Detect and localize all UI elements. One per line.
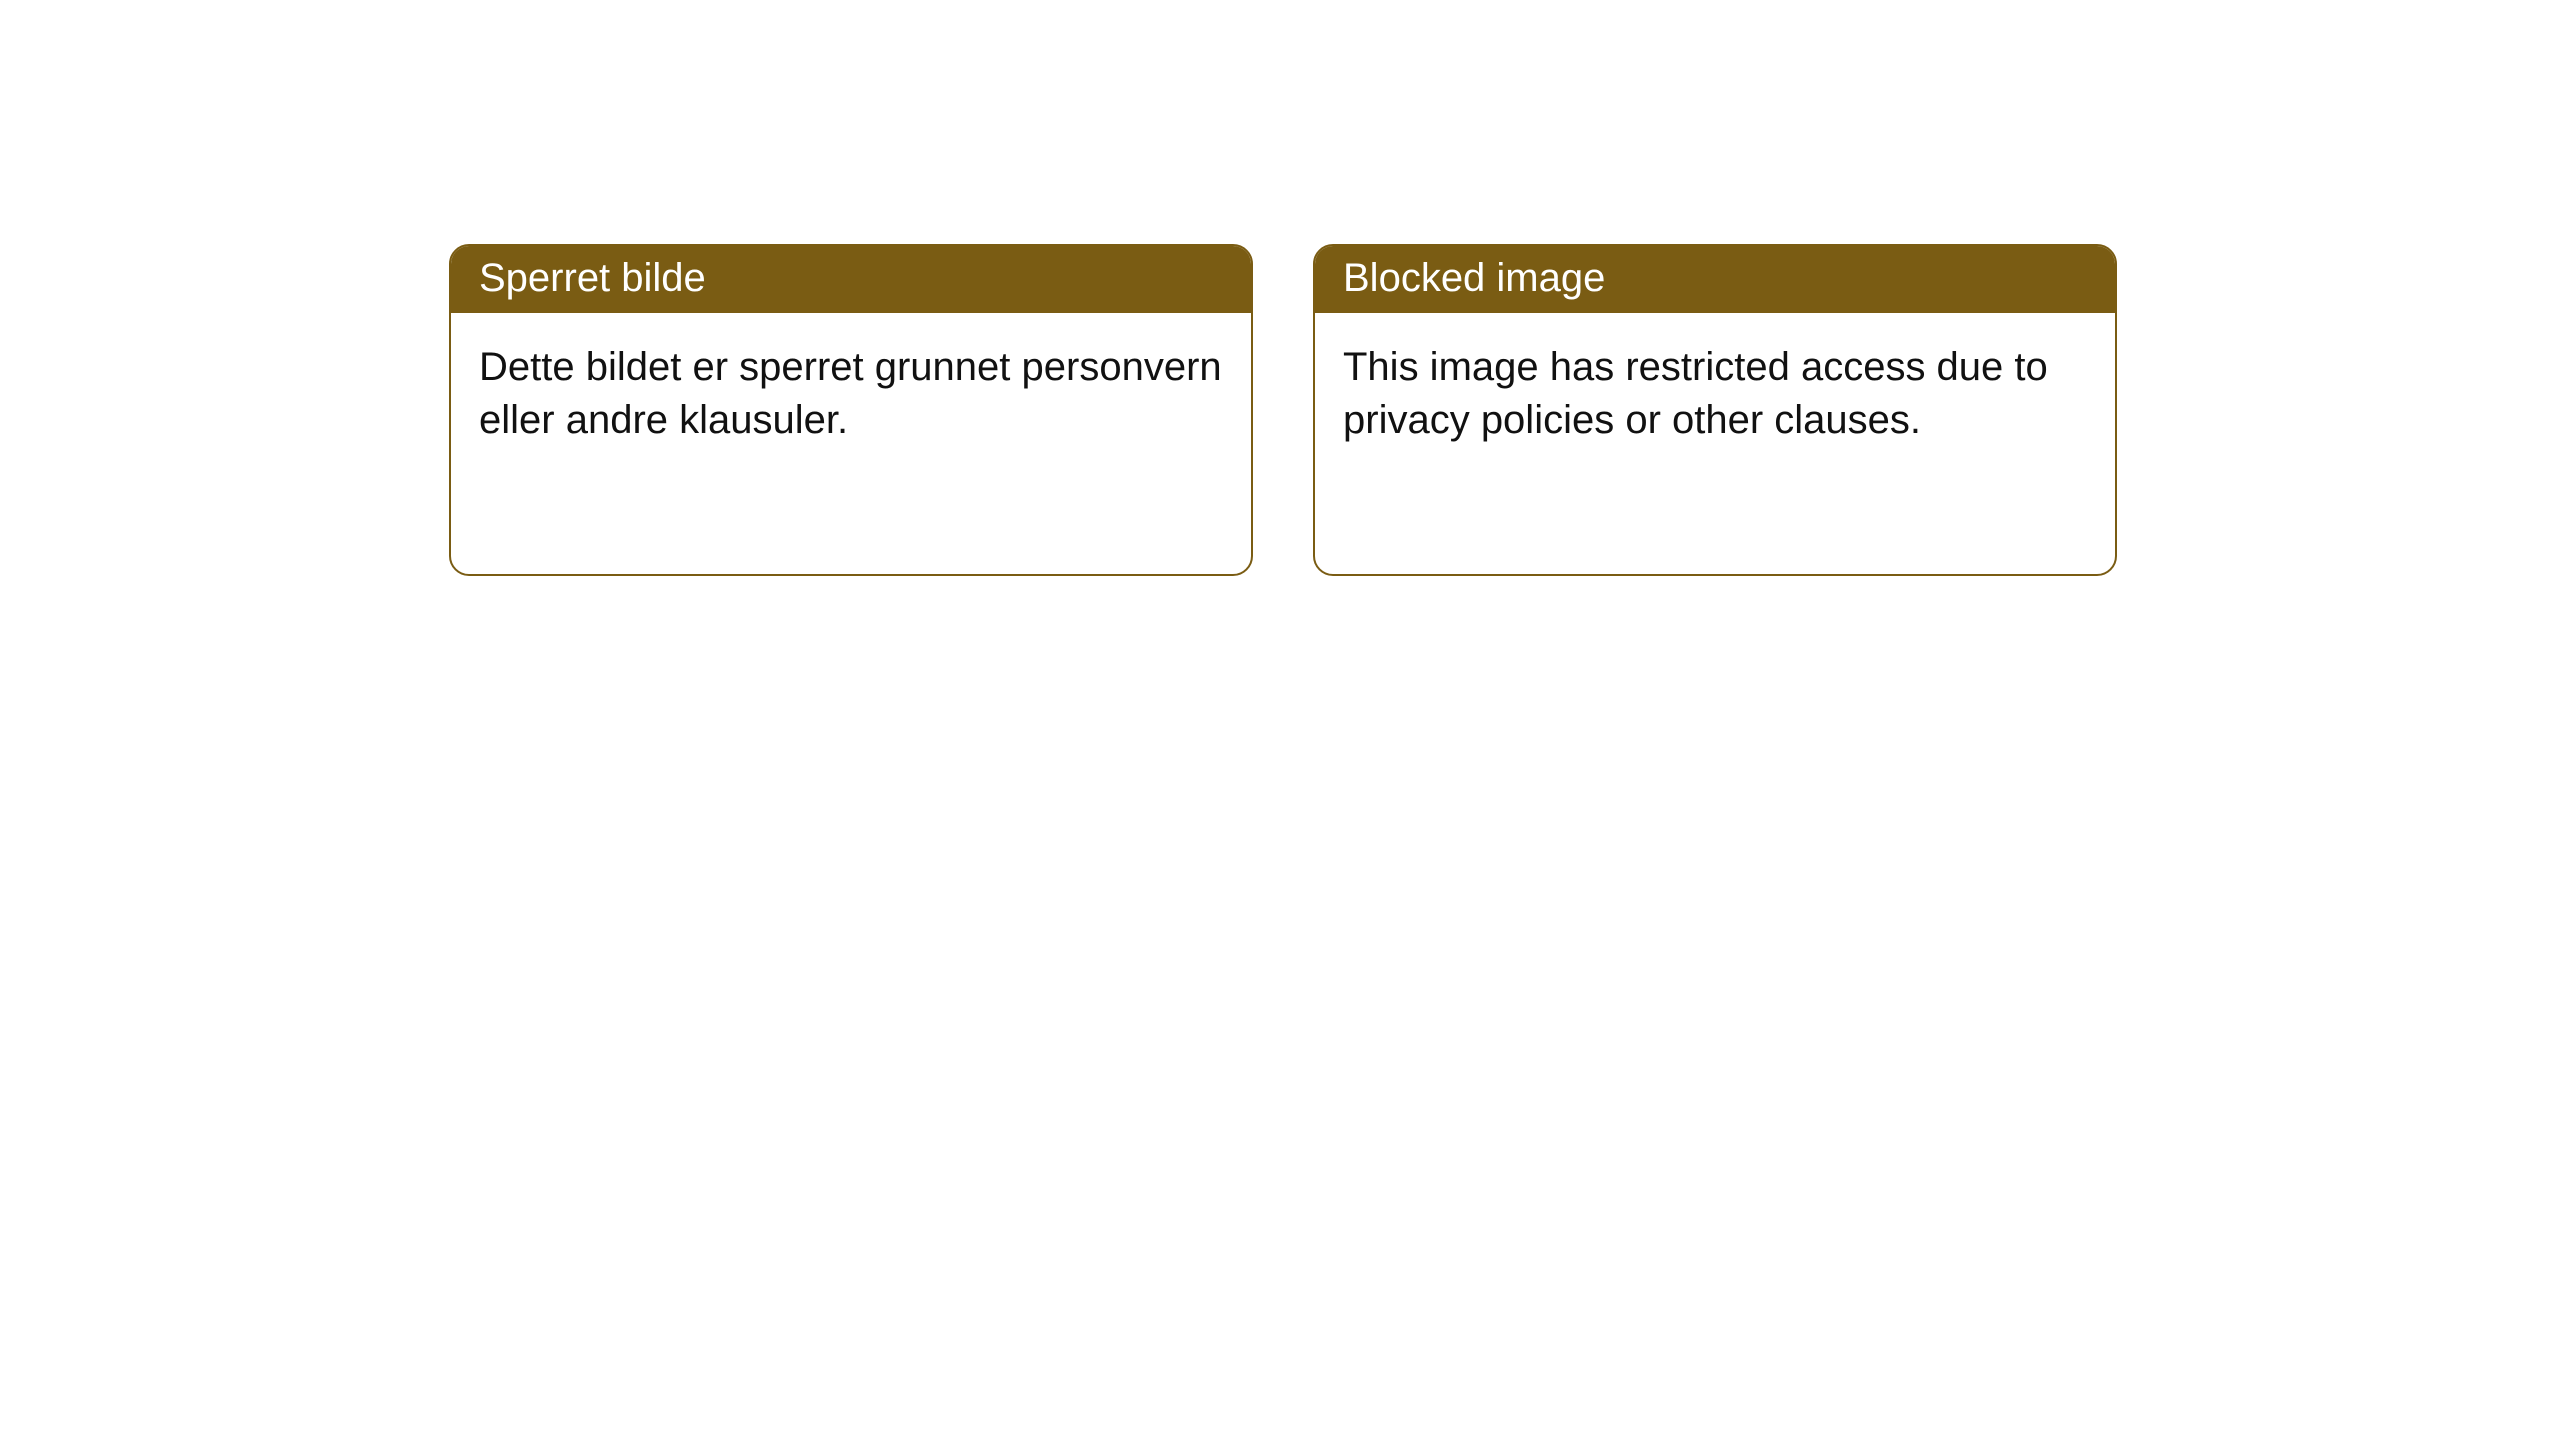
notice-cards-container: Sperret bilde Dette bildet er sperret gr… <box>449 244 2117 576</box>
notice-card-no: Sperret bilde Dette bildet er sperret gr… <box>449 244 1253 576</box>
notice-card-body-en: This image has restricted access due to … <box>1315 313 2115 475</box>
notice-card-title-en: Blocked image <box>1315 246 2115 313</box>
notice-card-title-no: Sperret bilde <box>451 246 1251 313</box>
notice-card-body-no: Dette bildet er sperret grunnet personve… <box>451 313 1251 475</box>
notice-card-en: Blocked image This image has restricted … <box>1313 244 2117 576</box>
